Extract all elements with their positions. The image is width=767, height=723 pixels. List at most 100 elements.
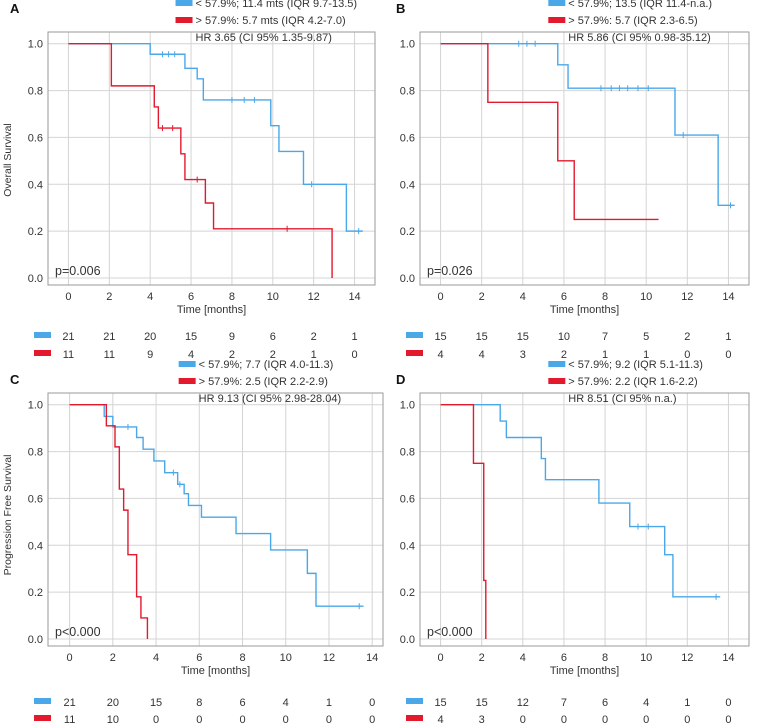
y-tick-label: 0.4 [400, 540, 415, 552]
x-tick-label: 2 [110, 652, 116, 664]
plot-frame [47, 31, 376, 286]
x-tick-label: 2 [479, 291, 485, 303]
risk-table-count: 15 [434, 331, 446, 343]
x-tick-label: 4 [520, 291, 526, 303]
km-curve-blue [440, 404, 721, 598]
x-tick-label: 14 [348, 291, 360, 303]
risk-table-count: 0 [153, 714, 159, 723]
x-tick-label: 12 [308, 291, 320, 303]
x-tick-label: 0 [438, 291, 444, 303]
risk-table-count: 2 [311, 331, 317, 343]
risk-table-count: 0 [725, 349, 731, 361]
pfs-y-axis-label: Progression Free Survival [2, 455, 14, 576]
hazard-ratio-label: HR 9.13 (CI 95% 2.98-28.04) [199, 393, 341, 405]
legend-entry: < 57.9%; 11.4 mts (IQR 9.7-13.5) [196, 0, 358, 10]
risk-table-count: 7 [561, 697, 567, 709]
os-y-axis-label: Overall Survival [2, 123, 14, 197]
risk-table-count: 15 [150, 697, 162, 709]
x-tick-label: 6 [561, 291, 567, 303]
legend-swatch-red [178, 378, 196, 384]
x-tick-label: 0 [65, 291, 71, 303]
y-tick-label: 1.0 [400, 400, 415, 412]
risk-table-count: 1 [602, 349, 608, 361]
risk-table-count: 12 [517, 697, 529, 709]
risk-table-count: 15 [517, 331, 529, 343]
x-axis-label: Time [months] [181, 665, 250, 677]
hazard-ratio-label: HR 8.51 (CI 95% n.a.) [568, 393, 676, 405]
risk-table-count: 2 [561, 349, 567, 361]
x-tick-label: 10 [267, 291, 279, 303]
legend-entry: < 57.9%; 7.7 (IQR 4.0-11.3) [199, 359, 334, 371]
risk-table-swatch-red [406, 350, 423, 356]
y-tick-label: 0.0 [400, 634, 415, 646]
x-tick-label: 12 [323, 652, 335, 664]
x-tick-label: 10 [640, 291, 652, 303]
risk-table-count: 0 [196, 714, 202, 723]
risk-table-count: 4 [643, 697, 649, 709]
risk-table-count: 21 [103, 331, 115, 343]
x-tick-label: 14 [722, 652, 734, 664]
x-tick-label: 14 [366, 652, 378, 664]
y-tick-label: 0.0 [28, 634, 43, 646]
risk-table-count: 3 [520, 349, 526, 361]
legend-swatch-red [548, 378, 566, 384]
risk-table-count: 0 [684, 349, 690, 361]
risk-table-count: 1 [725, 331, 731, 343]
panel-label: C [10, 372, 20, 387]
km-curve-red [69, 404, 149, 639]
km-curve-blue [68, 43, 363, 232]
x-axis-label: Time [months] [177, 304, 246, 316]
risk-table-count: 0 [602, 714, 608, 723]
risk-table-swatch-red [34, 715, 51, 721]
risk-table-count: 0 [239, 714, 245, 723]
x-tick-label: 0 [67, 652, 73, 664]
risk-table-count: 9 [147, 349, 153, 361]
legend-swatch-red [175, 17, 193, 23]
y-tick-label: 1.0 [400, 39, 415, 51]
risk-table-swatch-blue [406, 332, 423, 338]
y-tick-label: 0.6 [400, 132, 415, 144]
x-tick-label: 4 [153, 652, 159, 664]
risk-table-count: 20 [144, 331, 156, 343]
risk-table-count: 6 [602, 697, 608, 709]
risk-table-count: 6 [239, 697, 245, 709]
risk-table-count: 15 [476, 331, 488, 343]
km-curve-blue [440, 43, 735, 207]
hazard-ratio-label: HR 3.65 (CI 95% 1.35-9.87) [196, 32, 332, 44]
risk-table-count: 9 [229, 331, 235, 343]
x-tick-label: 4 [520, 652, 526, 664]
y-tick-label: 0.8 [28, 86, 43, 98]
risk-table-count: 4 [479, 349, 485, 361]
x-tick-label: 10 [280, 652, 292, 664]
risk-table-count: 8 [196, 697, 202, 709]
y-tick-label: 0.2 [400, 226, 415, 238]
x-tick-label: 6 [561, 652, 567, 664]
risk-table-count: 11 [104, 349, 115, 361]
legend-entry: > 57.9%: 5.7 (IQR 2.3-6.5) [568, 15, 697, 27]
legend-entry: > 57.9%: 2.5 (IQR 2.2-2.9) [199, 376, 328, 388]
x-axis-label: Time [months] [550, 665, 619, 677]
risk-table-count: 0 [561, 714, 567, 723]
legend-swatch-blue [548, 0, 566, 6]
km-curve-red [440, 404, 487, 639]
km-curve-red [440, 43, 659, 221]
risk-table-swatch-blue [34, 332, 51, 338]
risk-table-count: 10 [107, 714, 119, 723]
risk-table-count: 11 [64, 714, 75, 723]
legend-swatch-blue [548, 361, 566, 367]
risk-table-count: 7 [602, 331, 608, 343]
y-tick-label: 0.4 [28, 179, 43, 191]
x-axis-label: Time [months] [550, 304, 619, 316]
risk-table-swatch-blue [34, 698, 51, 704]
panel-label: A [10, 1, 20, 16]
risk-table-count: 0 [326, 714, 332, 723]
km-curve-red [68, 43, 333, 278]
y-tick-label: 0.8 [400, 447, 415, 459]
risk-table-count: 2 [270, 349, 276, 361]
legend-entry: < 57.9%; 9.2 (IQR 5.1-11.3) [568, 359, 703, 371]
risk-table-count: 15 [185, 331, 197, 343]
x-tick-label: 12 [681, 652, 693, 664]
